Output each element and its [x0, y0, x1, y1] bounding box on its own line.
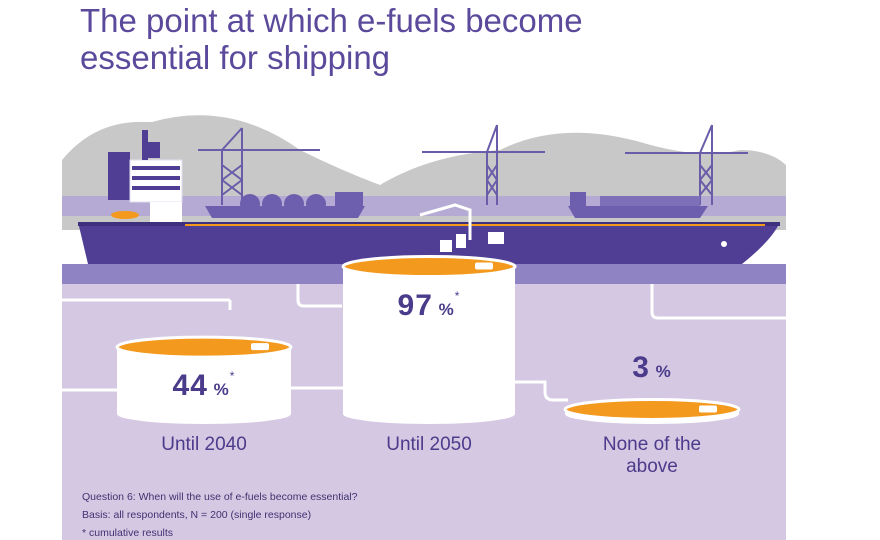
- category-label: Until 2050: [386, 434, 472, 455]
- tank-bar: [341, 255, 517, 424]
- tank-bar: [563, 397, 741, 424]
- title-line-1: The point at which e-fuels become: [80, 2, 583, 39]
- main-ship: [78, 130, 780, 264]
- category-label: None of the above: [602, 434, 702, 477]
- pipelines: [62, 284, 786, 402]
- title-line-2: essential for shipping: [80, 39, 391, 76]
- tanks: [115, 255, 741, 424]
- page-title: The point at which e-fuels become essent…: [80, 2, 720, 76]
- value-label: 44 %*: [172, 369, 236, 403]
- footnote-question: Question 6: When will the use of e-fuels…: [82, 491, 358, 503]
- value-label: 3 %: [632, 351, 672, 385]
- footnote-basis: Basis: all respondents, N = 200 (single …: [82, 509, 312, 521]
- crane: [422, 124, 545, 205]
- category-label: Until 2040: [161, 434, 247, 455]
- lng-carrier: [205, 192, 365, 218]
- tank-bar: [115, 335, 293, 424]
- crane: [198, 127, 320, 205]
- footnote-cumulative: * cumulative results: [82, 527, 174, 539]
- container-ship: [568, 192, 708, 218]
- value-label: 97 %*: [397, 288, 461, 322]
